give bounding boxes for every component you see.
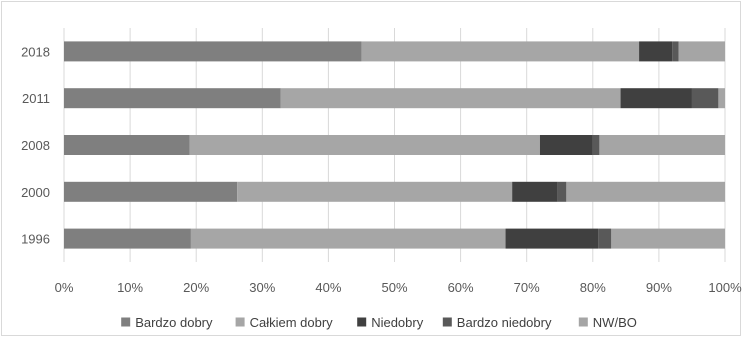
y-tick-label: 2011 (22, 91, 50, 106)
bar-segment (361, 41, 640, 62)
y-tick-labels: 1996 2000 2008 2011 2018 (21, 44, 50, 246)
legend-swatch (235, 317, 245, 327)
legend-label: Bardzo niedobry (457, 315, 552, 330)
bar-segment (237, 181, 513, 202)
legend-label: Bardzo dobry (135, 315, 213, 330)
bar-segment (672, 41, 679, 62)
bar-segment (64, 135, 190, 155)
chart-frame (1, 1, 741, 336)
legend: Bardzo dobry Całkiem dobry Niedobry Bardzo … (121, 315, 637, 330)
bar-segment (599, 135, 725, 155)
y-tick-label: 2008 (21, 138, 50, 153)
legend-label: NW/BO (593, 315, 637, 330)
x-tick-label: 30% (249, 280, 275, 295)
bar-segment (592, 135, 600, 155)
bars (64, 41, 725, 249)
legend-swatch (442, 317, 452, 327)
y-tick-label: 2000 (21, 185, 50, 200)
legend-swatch (121, 317, 131, 327)
x-tick-label: 40% (315, 280, 341, 295)
x-tick-label: 20% (183, 280, 209, 295)
bar-segment (611, 228, 725, 249)
x-tick-label: 80% (580, 280, 606, 295)
x-tick-label: 90% (646, 280, 672, 295)
y-tick-label: 2018 (21, 44, 50, 59)
bar-segment (64, 41, 362, 62)
legend-label: Całkiem dobry (250, 315, 334, 330)
bar-segment (539, 135, 593, 155)
bar-segment (598, 228, 612, 249)
bar-segment (718, 88, 725, 109)
x-tick-label: 100% (708, 280, 742, 295)
x-tick-label: 0% (55, 280, 74, 295)
x-tick-label: 50% (381, 280, 407, 295)
bar-segment (639, 41, 673, 62)
x-tick-label: 70% (514, 280, 540, 295)
legend-swatch (578, 317, 588, 327)
bar-segment (620, 88, 692, 109)
bar-segment (189, 135, 540, 155)
x-tick-label: 10% (117, 280, 143, 295)
bar-segment (64, 181, 238, 202)
legend-label: Niedobry (371, 315, 424, 330)
bar-segment (190, 228, 506, 249)
x-tick-label: 60% (448, 280, 474, 295)
bar-segment (512, 181, 558, 202)
bar-segment (64, 88, 281, 109)
bar-segment (691, 88, 719, 109)
legend-swatch (357, 317, 367, 327)
bar-segment (64, 228, 191, 249)
y-tick-label: 1996 (21, 232, 50, 247)
x-tick-labels: 0% 10% 20% 30% 40% 50% 60% 70% 80% 90% 100% (55, 280, 742, 295)
bar-segment (566, 181, 725, 202)
bar-segment (678, 41, 725, 62)
bar-segment (280, 88, 621, 109)
bar-segment (557, 181, 567, 202)
bar-segment (505, 228, 599, 249)
